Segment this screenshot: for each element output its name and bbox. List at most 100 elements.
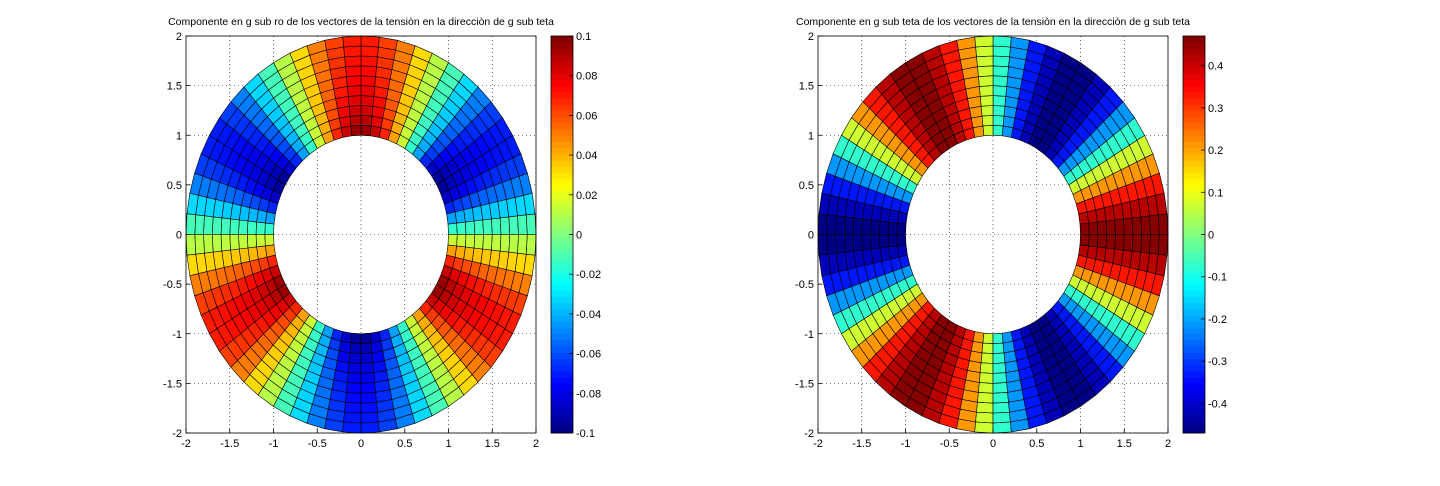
surface-patch (491, 217, 502, 235)
surface-patch (992, 105, 1006, 117)
surface-patch (980, 352, 994, 364)
colorbar-segment (551, 129, 573, 136)
colorbar-segment (1183, 178, 1205, 186)
colorbar-segment (551, 141, 573, 149)
surface-patch (194, 234, 205, 255)
surface-patch (525, 234, 537, 256)
colorbar-segment (1183, 160, 1205, 167)
colorbar-segment (551, 290, 573, 298)
surface-patch (342, 421, 362, 434)
surface-patch (203, 234, 214, 254)
colorbar-tick-label: 0.3 (1208, 103, 1223, 115)
surface-patch (1105, 219, 1116, 235)
colorbar-segment (551, 91, 573, 99)
surface-patch (360, 115, 373, 127)
y-tick-label: -0.5 (163, 279, 182, 291)
surface-patch (1140, 215, 1151, 235)
surface-patch (870, 219, 881, 235)
colorbar-tick-label: -0.08 (576, 388, 601, 400)
surface-patch (220, 234, 231, 252)
x-tick-label: 1.5 (485, 438, 500, 450)
surface-patch (360, 35, 380, 48)
colorbar-segment (551, 321, 573, 329)
colorbar-segment (1183, 197, 1205, 204)
surface-patch (992, 421, 1012, 434)
surface-patch (238, 234, 249, 250)
colorbar-segment (551, 222, 573, 229)
colorbar-segment (551, 377, 573, 384)
surface-patch (978, 372, 994, 384)
surface-patch (1123, 234, 1134, 252)
surface-patch (992, 65, 1009, 77)
surface-patch (977, 392, 994, 404)
colorbar-segment (551, 265, 573, 273)
surface-patch (344, 401, 362, 414)
x-tick-label: -2 (181, 438, 191, 450)
colorbar-segment (551, 389, 573, 397)
surface-patch (992, 362, 1007, 374)
surface-patch (978, 382, 994, 394)
surface-patch (349, 342, 362, 354)
surface-patch (982, 124, 994, 137)
surface-patch (360, 85, 376, 97)
surface-patch (992, 392, 1009, 404)
surface-patch (360, 65, 377, 77)
surface-patch (992, 95, 1007, 107)
surface-patch (264, 222, 275, 235)
colorbar-segment (551, 122, 573, 130)
surface-patch (1105, 234, 1116, 250)
surface-patch (870, 234, 881, 250)
surface-patch (517, 234, 528, 255)
colorbar-segment (551, 240, 573, 248)
colorbar-segment (1183, 302, 1205, 310)
surface-patch (347, 362, 362, 374)
colorbar-segment (1183, 339, 1205, 347)
colorbar-segment (1183, 98, 1205, 105)
surface-patch (1140, 234, 1151, 254)
colorbar-segment (551, 116, 573, 124)
colorbar-segment (1183, 234, 1205, 242)
colorbar-segment (1183, 104, 1205, 111)
colorbar-segment (1183, 228, 1205, 235)
y-tick-label: -2 (804, 428, 814, 440)
y-tick-label: -2 (172, 428, 182, 440)
surface-patch (992, 401, 1010, 414)
colorbar-segment (1183, 333, 1205, 341)
colorbar-segment (551, 79, 573, 87)
colorbar-segment (1183, 358, 1205, 366)
surface-patch (346, 75, 362, 87)
colorbar-segment (551, 153, 573, 161)
colorbar-tick-label: 0.4 (1208, 61, 1223, 73)
colorbar-tick-label: 0 (1208, 230, 1214, 242)
surface-patch (975, 411, 994, 424)
surface-patch (360, 362, 375, 374)
colorbar-tick-label: -0.04 (576, 309, 601, 321)
colorbar-segment (551, 110, 573, 118)
surface-patch (980, 105, 994, 117)
surface-patch (465, 234, 476, 249)
colorbar-segment (1183, 408, 1205, 415)
colorbar-segment (551, 160, 573, 167)
y-tick-label: -1.5 (163, 378, 182, 390)
y-tick-label: 0 (176, 230, 182, 242)
surface-patch (360, 45, 379, 58)
colorbar-segment (551, 197, 573, 204)
colorbar-segment (1183, 321, 1205, 329)
colorbar-segment (551, 302, 573, 310)
surface-patch (211, 216, 223, 235)
surface-patch (1157, 234, 1169, 256)
surface-patch (360, 75, 376, 87)
colorbar-tick-label: 0.04 (576, 150, 597, 162)
colorbar-segment (1183, 377, 1205, 384)
colorbar-segment (1183, 284, 1205, 291)
x-tick-label: -1.5 (852, 438, 871, 450)
colorbar-segment (1183, 327, 1205, 335)
colorbar-segment (551, 135, 573, 142)
x-tick-label: -0.5 (940, 438, 959, 450)
colorbar-tick-label: -0.1 (576, 428, 595, 440)
surface-patch (1123, 217, 1134, 235)
surface-patch (826, 234, 837, 255)
surface-patch (896, 222, 907, 235)
colorbar-segment (551, 408, 573, 415)
colorbar-segment (551, 42, 573, 49)
